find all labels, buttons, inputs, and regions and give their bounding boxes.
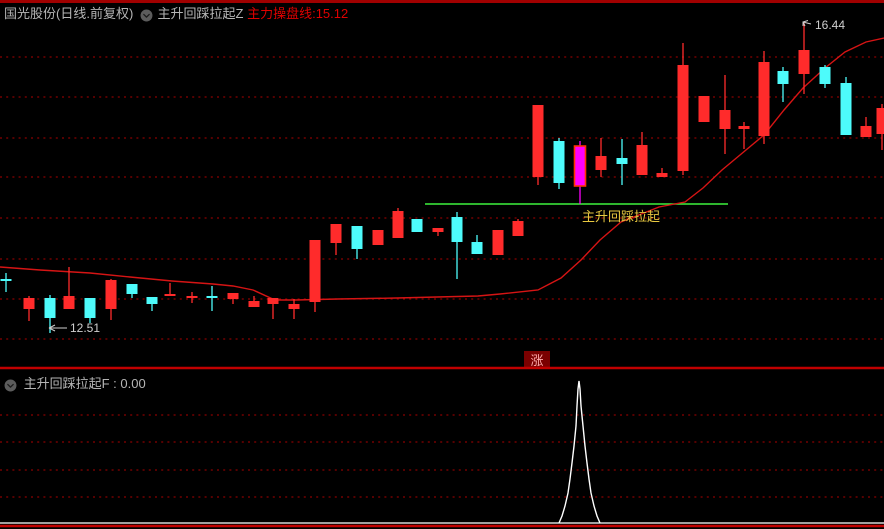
svg-text:16.44: 16.44 [815,18,845,32]
svg-text:涨: 涨 [530,350,543,369]
svg-text:12.51: 12.51 [70,321,100,335]
